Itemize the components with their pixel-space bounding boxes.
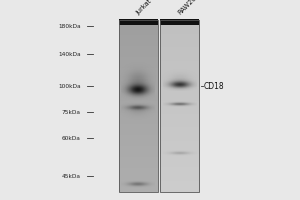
Bar [118, 20, 158, 192]
Text: 75kDa: 75kDa [62, 110, 81, 114]
Text: Jurkat: Jurkat [135, 0, 153, 16]
Text: 180kDa: 180kDa [58, 23, 81, 28]
Text: CD18: CD18 [204, 82, 225, 90]
Bar [160, 19, 200, 25]
Bar [118, 19, 158, 25]
Text: RAW264.7: RAW264.7 [177, 0, 206, 16]
Text: 140kDa: 140kDa [58, 51, 81, 56]
Text: 100kDa: 100kDa [58, 84, 81, 88]
Text: 45kDa: 45kDa [62, 173, 81, 178]
Text: 60kDa: 60kDa [62, 136, 81, 140]
Bar [160, 20, 200, 192]
